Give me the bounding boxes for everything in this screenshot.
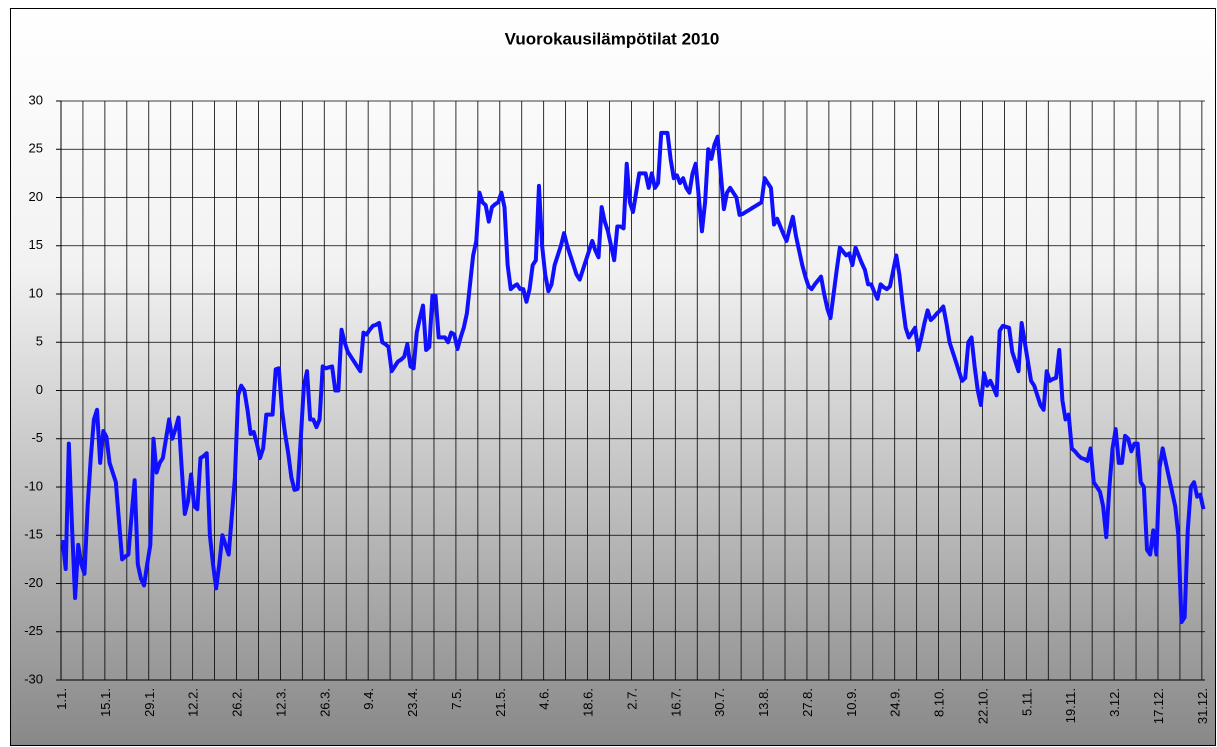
x-tick-label: 12.3. bbox=[273, 688, 288, 717]
y-tick-label: 30 bbox=[29, 92, 43, 107]
y-tick-label: 10 bbox=[29, 285, 43, 300]
line-series bbox=[60, 130, 1206, 625]
x-tick-label: 13.8. bbox=[756, 688, 771, 717]
x-tick-label: 5.11. bbox=[1019, 688, 1034, 716]
x-tick-label: 18.6. bbox=[581, 688, 596, 717]
y-tick-label: 0 bbox=[36, 382, 43, 397]
y-tick-label: -5 bbox=[31, 430, 43, 445]
x-tick-label: 4.6. bbox=[537, 688, 552, 710]
x-tick-label: 22.10. bbox=[975, 688, 990, 724]
y-tick-label: 20 bbox=[29, 189, 43, 204]
y-tick-label: -20 bbox=[24, 575, 43, 590]
x-tick-label: 19.11. bbox=[1063, 688, 1078, 723]
x-tick-label: 26.2. bbox=[230, 688, 245, 717]
y-tick-label: 25 bbox=[29, 141, 43, 156]
y-tick-label: -25 bbox=[24, 623, 43, 638]
chart-title: Vuorokausilämpötilat 2010 bbox=[505, 29, 720, 48]
y-tick-label: 5 bbox=[36, 334, 43, 349]
x-tick-label: 12.2. bbox=[186, 688, 201, 717]
x-tick-label: 9.4. bbox=[361, 688, 376, 710]
x-tick-label: 26.3. bbox=[317, 688, 332, 717]
x-tick-label: 7.5. bbox=[449, 688, 464, 710]
chart-background bbox=[10, 8, 1216, 746]
x-tick-label: 10.9. bbox=[844, 688, 859, 717]
x-tick-label: 23.4. bbox=[405, 688, 420, 717]
x-tick-label: 31.12. bbox=[1195, 688, 1210, 724]
x-tick-label: 24.9. bbox=[888, 688, 903, 717]
x-tick-label: 1.1. bbox=[54, 688, 69, 710]
y-tick-label: 15 bbox=[29, 237, 43, 252]
y-tick-label: -10 bbox=[24, 478, 43, 493]
y-tick-label: -30 bbox=[24, 671, 43, 686]
x-tick-label: 3.12. bbox=[1107, 688, 1122, 717]
x-tick-label: 30.7. bbox=[712, 688, 727, 717]
x-tick-label: 17.12. bbox=[1151, 688, 1166, 724]
x-tick-label: 29.1. bbox=[142, 688, 157, 717]
y-tick-label: -15 bbox=[24, 527, 43, 542]
x-tick-label: 27.8. bbox=[800, 688, 815, 717]
x-tick-label: 21.5. bbox=[493, 688, 508, 717]
x-tick-label: 8.10. bbox=[932, 688, 947, 717]
x-tick-label: 16.7. bbox=[668, 688, 683, 717]
x-tick-label: 2.7. bbox=[624, 688, 639, 710]
x-tick-label: 15.1. bbox=[98, 688, 113, 717]
